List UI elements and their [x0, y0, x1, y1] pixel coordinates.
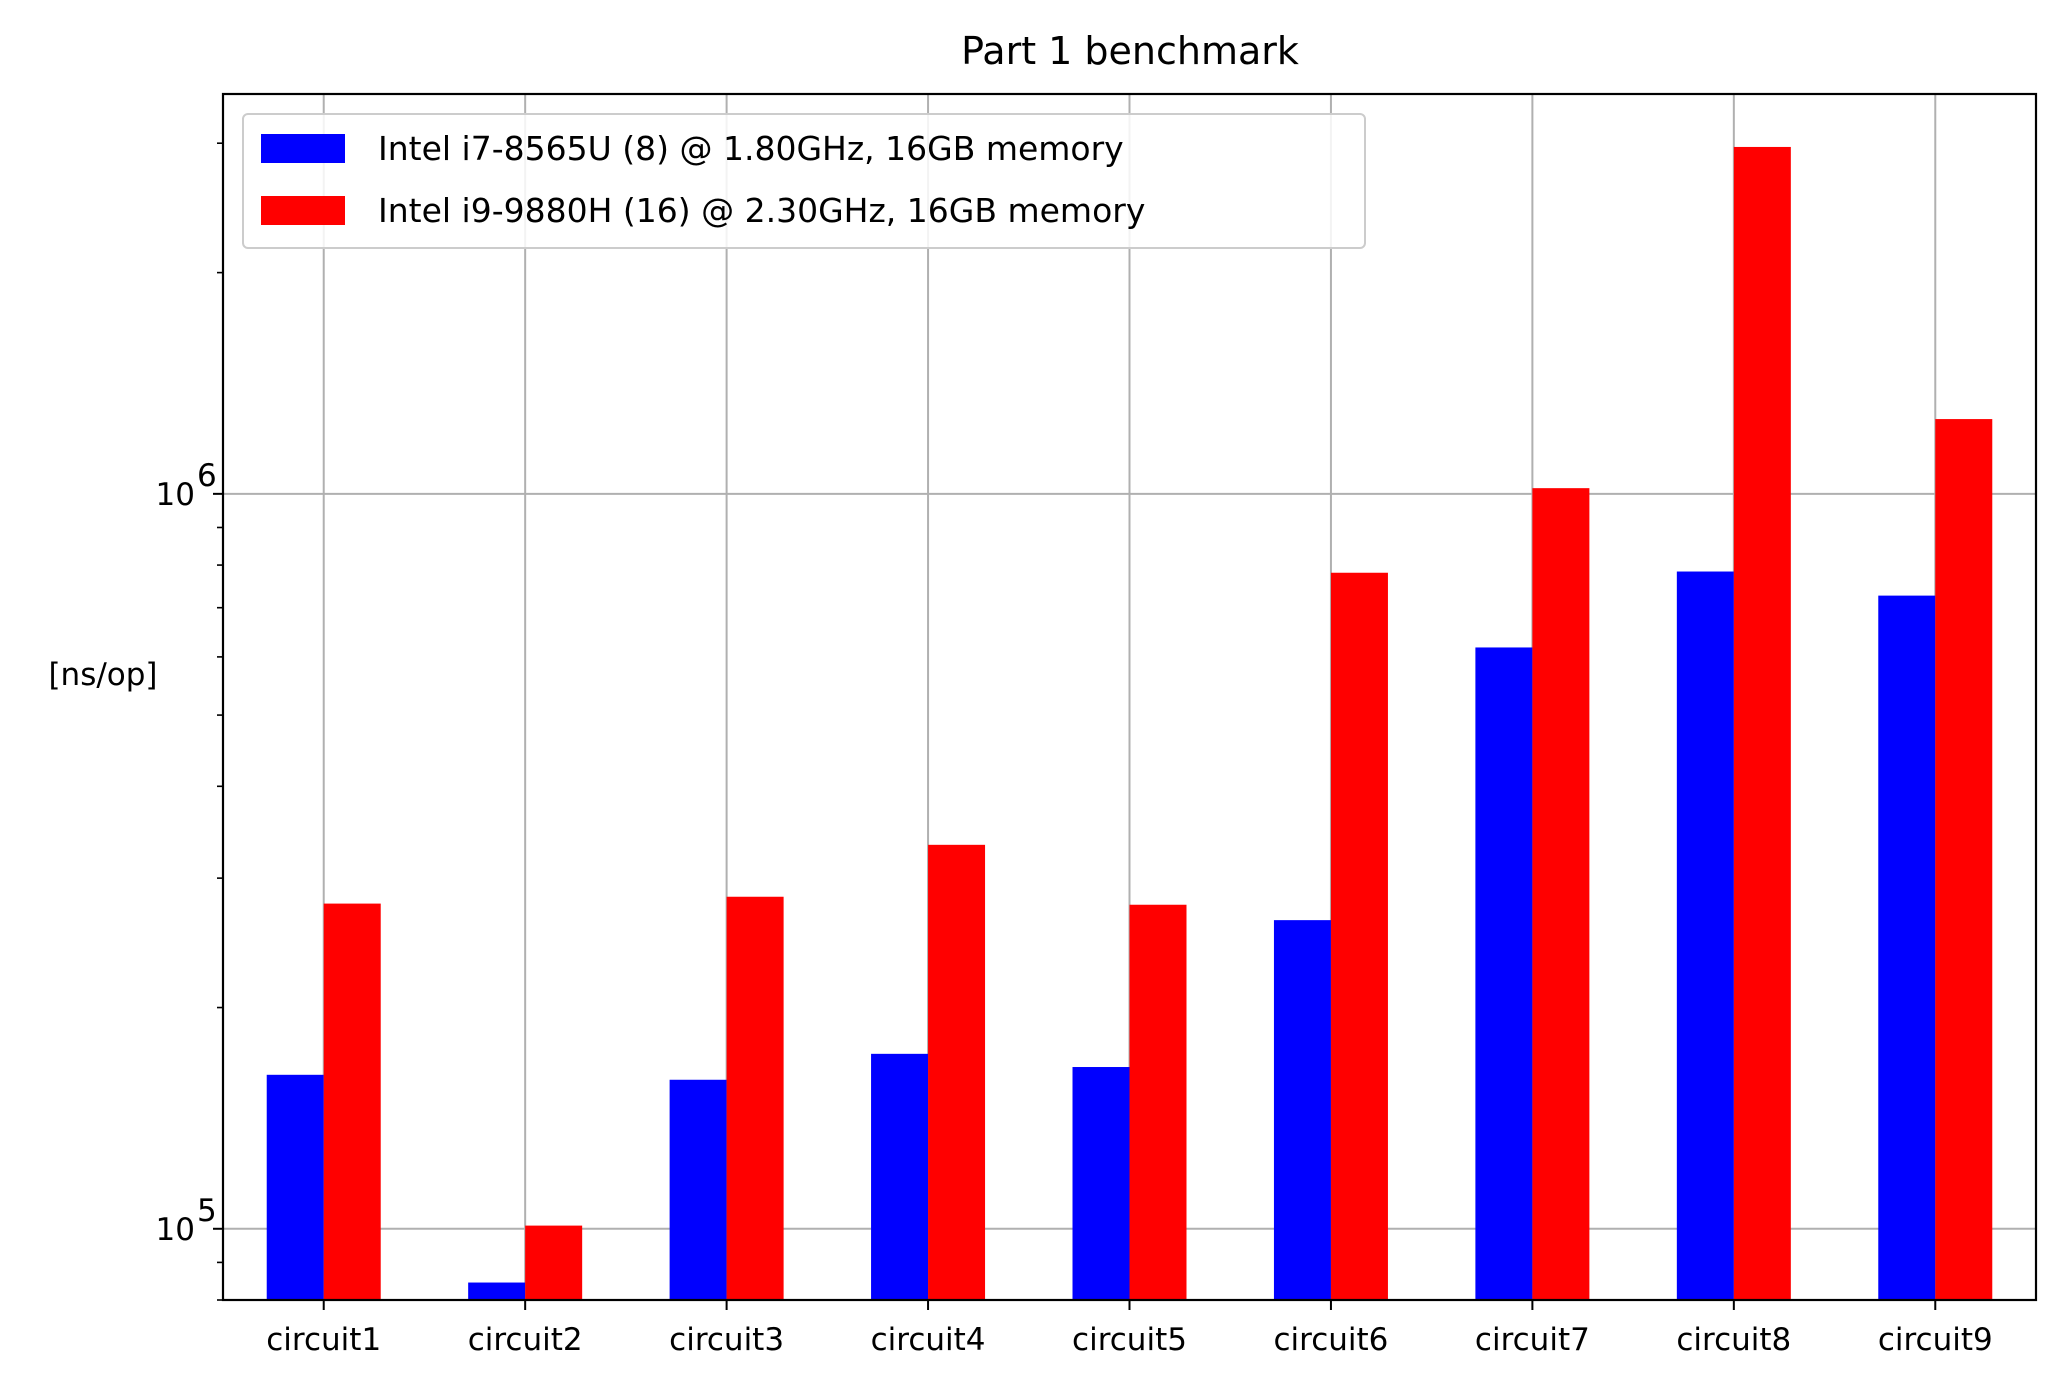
legend-swatch	[261, 196, 345, 225]
bar	[1129, 904, 1187, 1300]
x-tick-label: circuit3	[669, 1322, 784, 1358]
bar	[1532, 488, 1590, 1300]
x-tick-label: circuit6	[1273, 1322, 1388, 1358]
bar	[1676, 571, 1734, 1300]
bar	[266, 1074, 324, 1300]
bar	[726, 896, 784, 1300]
x-tick-label: circuit2	[468, 1322, 583, 1358]
bar	[468, 1282, 526, 1300]
legend-label: Intel i7-8565U (8) @ 1.80GHz, 16GB memor…	[378, 129, 1124, 168]
y-axis-label: [ns/op]	[48, 657, 157, 693]
legend: Intel i7-8565U (8) @ 1.80GHz, 16GB memor…	[242, 113, 1366, 249]
y-tick-label: 10	[156, 477, 195, 513]
bar	[323, 903, 381, 1300]
bar	[525, 1225, 583, 1300]
y-tick-label-exponent: 6	[197, 458, 217, 494]
y-tick-label-exponent: 5	[197, 1193, 217, 1229]
chart-title: Part 1 benchmark	[961, 29, 1299, 73]
legend-label: Intel i9-9880H (16) @ 2.30GHz, 16GB memo…	[378, 191, 1145, 230]
x-tick-label: circuit5	[1072, 1322, 1187, 1358]
axes: circuit1 circuit2 circuit3 circuit4 circuit5…	[156, 92, 2038, 1358]
bar	[1330, 572, 1388, 1300]
x-tick-label: circuit8	[1676, 1322, 1791, 1358]
legend-box	[242, 113, 1366, 249]
bar	[669, 1079, 727, 1300]
bar	[871, 1053, 929, 1300]
bar	[1935, 419, 1993, 1301]
bars	[266, 146, 1993, 1301]
bar	[1878, 595, 1936, 1300]
y-tick-label: 10	[156, 1212, 195, 1248]
x-tick-label: circuit4	[871, 1322, 986, 1358]
legend-swatch	[261, 134, 345, 163]
bar	[1273, 920, 1331, 1300]
bar	[928, 844, 986, 1300]
x-tick-label: circuit1	[266, 1322, 381, 1358]
bar	[1733, 146, 1791, 1300]
x-tick-label: circuit9	[1878, 1322, 1993, 1358]
x-tick-label: circuit7	[1475, 1322, 1590, 1358]
bar	[1072, 1067, 1130, 1300]
bar	[1475, 647, 1533, 1300]
